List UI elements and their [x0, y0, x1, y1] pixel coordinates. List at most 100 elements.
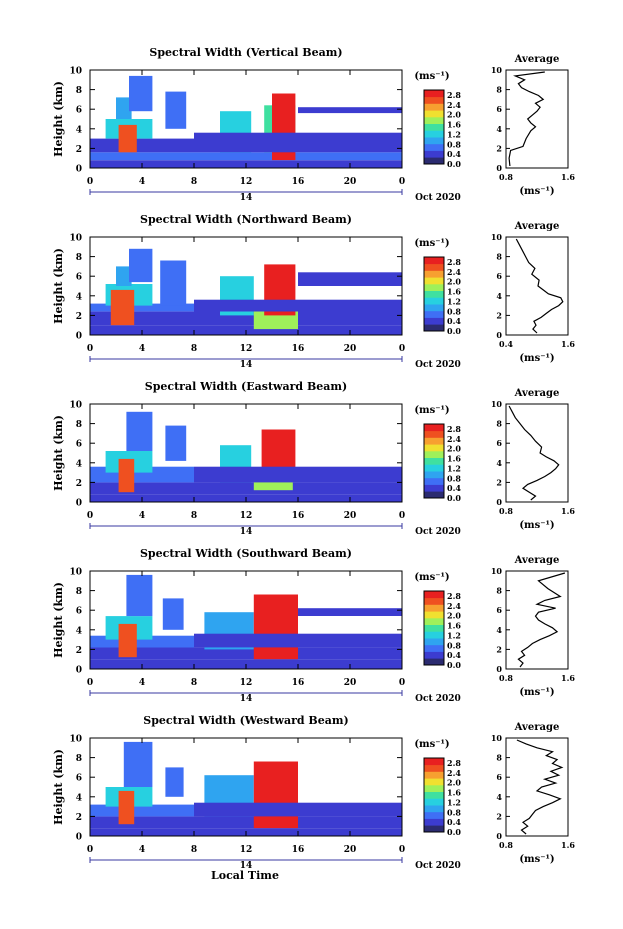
- y-tick-label: 10: [69, 67, 82, 77]
- colorbar-swatch: [424, 297, 444, 305]
- profile-title: Average: [514, 221, 560, 232]
- y-axis-label: Height (km): [52, 749, 65, 825]
- x-tick-label: 0: [399, 344, 405, 354]
- x-tick-label: 0: [399, 177, 405, 187]
- heatmap-cell: [194, 466, 402, 483]
- colorbar-swatch: [424, 477, 444, 485]
- x-tick-label: 16: [292, 845, 305, 855]
- panel-5: Spectral Width (Westward Beam) 0 2 4 6 8 10 Hei…: [52, 714, 575, 871]
- profile-frame: [505, 737, 569, 837]
- colorbar-tick-label: 0.4: [447, 483, 461, 493]
- colorbar-swatch: [424, 464, 444, 472]
- x-tick-label: 20: [344, 344, 357, 354]
- colorbar-swatch: [424, 651, 444, 659]
- colorbar-tick-label: 2.0: [447, 110, 461, 120]
- colorbar-swatch: [424, 471, 444, 479]
- x-tick-label: 0: [399, 845, 405, 855]
- x-tick-label: 8: [191, 845, 197, 855]
- colorbar-swatch: [424, 283, 444, 291]
- heatmap-cell: [165, 91, 187, 129]
- heatmap-cell: [162, 598, 184, 630]
- y-tick-label: 10: [69, 735, 82, 745]
- y-tick-label: 0: [76, 332, 82, 342]
- profile-unit: (ms⁻¹): [519, 186, 554, 197]
- panel-title: Spectral Width (Vertical Beam): [149, 46, 342, 59]
- y-tick-label: 2: [76, 312, 82, 322]
- colorbar-swatch: [424, 263, 444, 271]
- x-tick-label: 0: [399, 511, 405, 521]
- heatmap-cell: [116, 97, 132, 119]
- colorbar-swatch: [424, 658, 444, 666]
- profile-y-tick-label: 0: [496, 497, 502, 507]
- y-tick-label: 0: [76, 499, 82, 509]
- colorbar-swatch: [424, 437, 444, 445]
- colorbar-tick-label: 0.4: [447, 650, 461, 660]
- colorbar-swatch: [424, 597, 444, 605]
- colorbar-swatch: [424, 771, 444, 779]
- y-tick-label: 10: [69, 234, 82, 244]
- profile-x-tick-label: 1.6: [561, 506, 575, 516]
- colorbar-unit: (ms⁻¹): [414, 71, 449, 82]
- x-tick-label: 0: [399, 678, 405, 688]
- profile-line: [517, 572, 566, 668]
- profile-y-tick-label: 6: [496, 271, 502, 281]
- panel-title: Spectral Width (Westward Beam): [143, 714, 348, 727]
- colorbar-swatch: [424, 277, 444, 285]
- colorbar-swatch: [424, 491, 444, 499]
- x-tick-label: 16: [292, 678, 305, 688]
- x-tick-label: 4: [139, 511, 145, 521]
- heatmap-cell: [90, 647, 402, 660]
- heatmap-cell: [194, 633, 402, 648]
- colorbar-tick-label: 2.0: [447, 444, 461, 454]
- colorbar-tick-label: 1.2: [447, 463, 461, 473]
- colorbar-swatch: [424, 825, 444, 833]
- x-tick-label: 8: [191, 678, 197, 688]
- profile-x-tick-label: 0.8: [499, 673, 513, 683]
- profile-y-tick-label: 0: [496, 330, 502, 340]
- profile-y-tick-label: 0: [496, 831, 502, 841]
- colorbar-tick-label: 1.6: [447, 621, 461, 631]
- profile-x-tick-label: 1.6: [561, 840, 575, 850]
- colorbar-swatch: [424, 116, 444, 124]
- colorbar-tick-label: 2.8: [447, 591, 461, 601]
- x-tick-label: 8: [191, 177, 197, 187]
- x-tick-label: 20: [344, 511, 357, 521]
- profile-y-tick-label: 10: [491, 65, 503, 75]
- y-axis-label: Height (km): [52, 248, 65, 324]
- heatmap-cell: [129, 248, 153, 283]
- x-tick-label: 4: [139, 678, 145, 688]
- colorbar-tick-label: 0.8: [447, 640, 461, 650]
- y-tick-label: 2: [76, 646, 82, 656]
- colorbar-tick-label: 0.4: [447, 316, 461, 326]
- y-tick-label: 0: [76, 666, 82, 676]
- heatmap-cell: [118, 124, 137, 153]
- heatmap-cell: [118, 458, 135, 493]
- colorbar-swatch: [424, 157, 444, 165]
- x-tick-label: 12: [240, 678, 253, 688]
- heatmap-cell: [126, 411, 153, 451]
- profile-y-tick-label: 0: [496, 664, 502, 674]
- x-tick-label: 0: [87, 177, 93, 187]
- colorbar-swatch: [424, 805, 444, 813]
- x-tick-label: 4: [139, 177, 145, 187]
- colorbar-tick-label: 2.0: [447, 277, 461, 287]
- y-tick-label: 8: [76, 253, 82, 263]
- colorbar-tick-label: 2.4: [447, 267, 461, 277]
- colorbar-swatch: [424, 484, 444, 492]
- profile-title: Average: [514, 722, 560, 733]
- heatmap-cell: [165, 767, 184, 797]
- colorbar-tick-label: 0.8: [447, 473, 461, 483]
- colorbar-swatch: [424, 310, 444, 318]
- colorbar-swatch: [424, 450, 444, 458]
- heatmap-cell: [110, 289, 135, 326]
- y-axis-label: Height (km): [52, 582, 65, 658]
- heatmap-cell: [129, 75, 153, 112]
- colorbar-swatch: [424, 611, 444, 619]
- profile-y-tick-label: 10: [491, 399, 503, 409]
- profile-y-tick-label: 2: [496, 143, 502, 153]
- x-tick-label: 8: [191, 344, 197, 354]
- profile-y-tick-label: 2: [496, 310, 502, 320]
- x-tick-label: 12: [240, 344, 253, 354]
- date-label: Oct 2020: [415, 193, 461, 203]
- heatmap-cell: [298, 272, 402, 286]
